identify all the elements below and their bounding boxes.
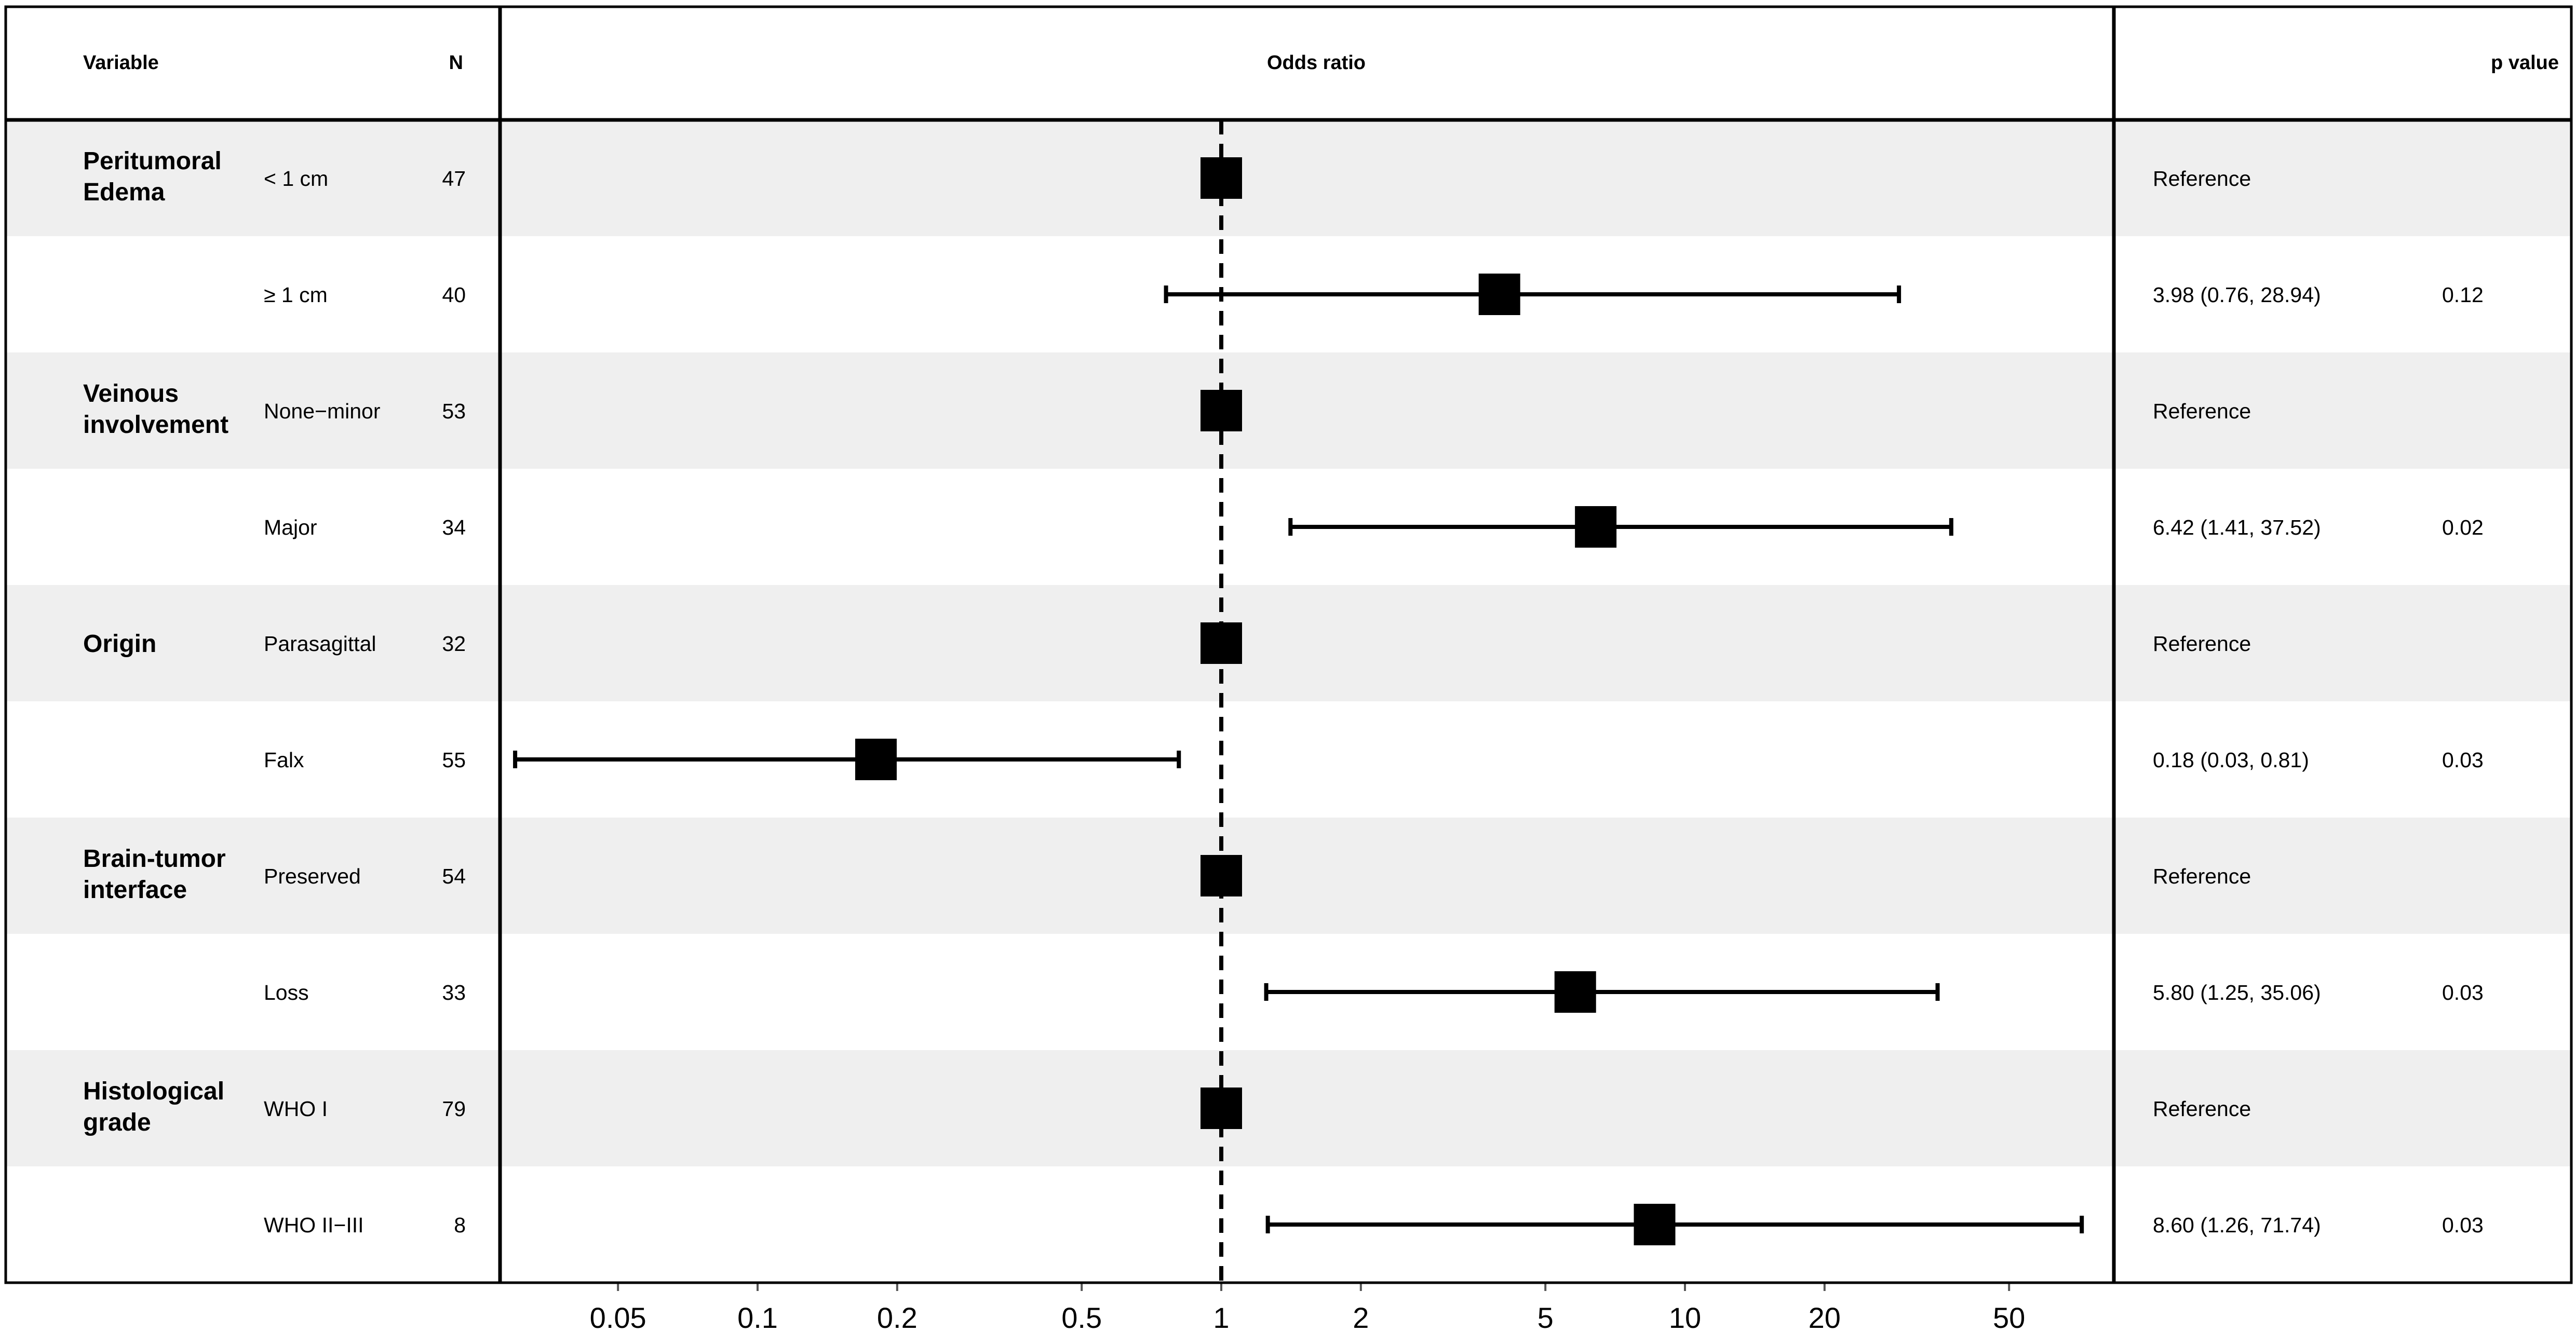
p-value: 0.03 — [2442, 981, 2484, 1004]
estimate-text: Reference — [2153, 1097, 2251, 1121]
level-label: None−minor — [264, 399, 380, 423]
group-label: Brain-tumor — [83, 845, 226, 873]
x-tick-label: 50 — [1993, 1301, 2025, 1332]
p-value: 0.03 — [2442, 1213, 2484, 1237]
n-value: 40 — [442, 283, 466, 307]
row-band — [6, 818, 2571, 934]
x-axis: 0.05 0.1 0.2 0.5 1 2 5 10 20 50 — [590, 1283, 2025, 1332]
level-label: Major — [264, 515, 317, 539]
x-tick-label: 0.2 — [877, 1301, 918, 1332]
point-estimate — [1554, 971, 1596, 1013]
plot-marks — [513, 120, 2084, 1283]
row-band — [6, 352, 2571, 469]
group-label: interface — [83, 876, 187, 904]
header-p-value: p value — [2491, 52, 2559, 74]
estimate-text: Reference — [2153, 632, 2251, 656]
estimate-text: 0.18 (0.03, 0.81) — [2153, 748, 2309, 772]
point-estimate — [1634, 1204, 1676, 1245]
n-value: 55 — [442, 748, 466, 772]
p-value: 0.12 — [2442, 283, 2484, 307]
level-label: WHO I — [264, 1097, 328, 1121]
outer-border — [4, 5, 2573, 1284]
level-label: WHO II−III — [264, 1213, 364, 1237]
n-value: 34 — [442, 515, 466, 539]
point-estimate — [1575, 506, 1617, 548]
x-tick-label: 20 — [1809, 1301, 1841, 1332]
estimate-text: 3.98 (0.76, 28.94) — [2153, 283, 2321, 307]
point-estimate — [1478, 274, 1520, 315]
x-tick-label: 2 — [1353, 1301, 1369, 1332]
n-value: 53 — [442, 399, 466, 423]
n-value: 8 — [454, 1213, 466, 1237]
x-tick-label: 0.05 — [590, 1301, 646, 1332]
level-label: Preserved — [264, 864, 361, 888]
level-label: Loss — [264, 981, 309, 1004]
estimate-text: 5.80 (1.25, 35.06) — [2153, 981, 2321, 1004]
level-label: < 1 cm — [264, 167, 328, 191]
header-odds-ratio: Odds ratio — [1267, 52, 1366, 74]
table-rows: Peritumoral Edema < 1 cm 47 Reference ≥ 1 cm 4… — [83, 147, 2484, 1237]
n-value: 33 — [442, 981, 466, 1004]
n-value: 79 — [442, 1097, 466, 1121]
n-value: 32 — [442, 632, 466, 656]
level-label: ≥ 1 cm — [264, 283, 328, 307]
estimate-text: Reference — [2153, 399, 2251, 423]
level-label: Falx — [264, 748, 304, 772]
estimate-text: 6.42 (1.41, 37.52) — [2153, 515, 2321, 539]
estimate-text: 8.60 (1.26, 71.74) — [2153, 1213, 2321, 1237]
row-band — [6, 120, 2571, 236]
n-value: 47 — [442, 167, 466, 191]
point-estimate — [855, 739, 897, 780]
frame — [4, 5, 2573, 1284]
row-bands — [6, 120, 2571, 1166]
level-label: Parasagittal — [264, 632, 376, 656]
group-label: Peritumoral — [83, 147, 222, 175]
n-value: 54 — [442, 864, 466, 888]
x-tick-label: 0.5 — [1061, 1301, 1102, 1332]
group-label: grade — [83, 1109, 151, 1136]
p-value: 0.03 — [2442, 748, 2484, 772]
x-tick-label: 5 — [1537, 1301, 1554, 1332]
header-variable: Variable — [83, 52, 159, 74]
group-label: involvement — [83, 411, 228, 439]
group-label: Origin — [83, 630, 156, 658]
group-label: Histological — [83, 1078, 224, 1105]
group-label: Edema — [83, 179, 165, 206]
x-tick-label: 10 — [1669, 1301, 1701, 1332]
x-tick-label: 0.1 — [737, 1301, 778, 1332]
estimate-text: Reference — [2153, 864, 2251, 888]
row-band — [6, 585, 2571, 701]
group-label: Veinous — [83, 380, 179, 407]
p-value: 0.02 — [2442, 515, 2484, 539]
estimate-text: Reference — [2153, 167, 2251, 191]
x-tick-label: 1 — [1213, 1301, 1229, 1332]
row-band — [6, 1050, 2571, 1166]
header-n: N — [449, 52, 463, 74]
